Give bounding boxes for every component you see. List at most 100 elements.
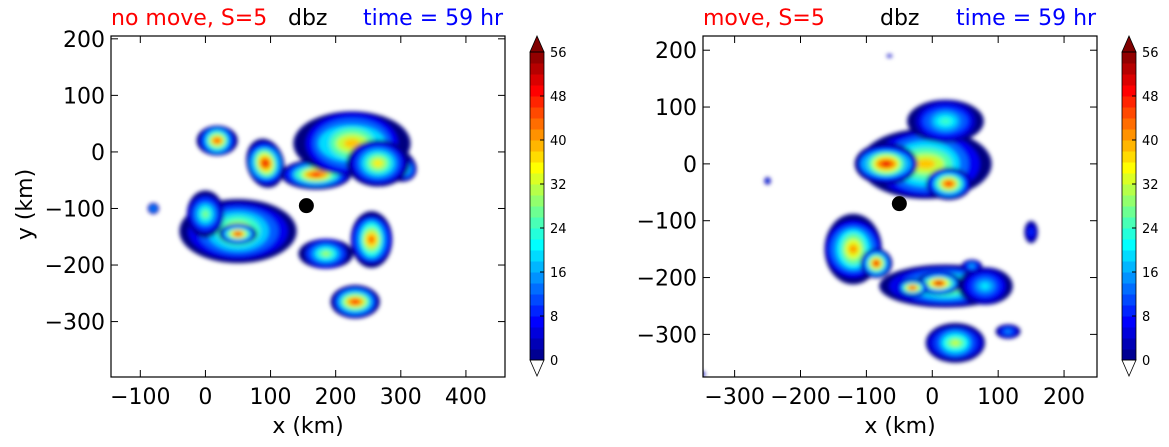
colorbar-segment (530, 228, 544, 240)
colorbar-segment (1122, 74, 1136, 86)
x-tick-label: 200 (1043, 385, 1085, 410)
x-tick-label: −300 (704, 385, 764, 410)
dbz-field (147, 111, 417, 319)
colorbar-segment (530, 96, 544, 108)
x-tick-label: 200 (315, 385, 357, 410)
colorbar-tick-label: 32 (1142, 178, 1159, 193)
storm-cell (703, 371, 706, 377)
colorbar-frame (529, 51, 545, 361)
colorbar-segment (1122, 162, 1136, 174)
x-tick-label: 100 (977, 385, 1019, 410)
storm-cell (298, 238, 354, 269)
colorbar-segment (530, 327, 544, 339)
y-tick-label: 100 (655, 96, 697, 121)
storm-cell (147, 203, 159, 214)
y-tick-label: −100 (45, 197, 105, 222)
axes-frame (702, 35, 1098, 378)
x-tick-label: −200 (770, 385, 830, 410)
colorbar-tick-label: 56 (1142, 46, 1159, 61)
storm-cell (926, 167, 972, 200)
colorbar-tick-label: 0 (550, 354, 558, 369)
colorbar-segment (1122, 349, 1136, 361)
colorbar-segment (1122, 140, 1136, 152)
colorbar-tick-label: 32 (550, 178, 567, 193)
colorbar-tick-label: 8 (1142, 310, 1150, 325)
panel1-title-left: no move, S=5 (111, 6, 268, 31)
colorbar-segment (530, 140, 544, 152)
x-tick-label: 0 (925, 385, 939, 410)
colorbar-extend-max (529, 35, 545, 53)
colorbar-tick-label: 0 (1142, 354, 1150, 369)
colorbar-segment (1122, 327, 1136, 339)
storm-cell (764, 177, 771, 185)
colorbar-segment (1122, 52, 1136, 64)
colorbar-segment (1122, 85, 1136, 97)
colorbar-segment (530, 305, 544, 317)
colorbar-tick-label: 48 (550, 90, 567, 105)
axes-frame (110, 35, 506, 378)
storm-cell (860, 248, 893, 279)
storm-cell (907, 99, 984, 143)
colorbar-extend-min (1121, 359, 1137, 377)
colorbar-segment (530, 118, 544, 130)
colorbar-segment (530, 261, 544, 273)
colorbar-segment (530, 294, 544, 306)
y-tick-label: 100 (63, 84, 105, 109)
colorbar-tick-label: 8 (550, 310, 558, 325)
y-tick-label: −200 (637, 267, 697, 292)
colorbar-segment (530, 272, 544, 284)
colorbar-tick-label: 24 (1142, 222, 1159, 237)
colorbar-segment (530, 74, 544, 86)
colorbar-segment (1122, 272, 1136, 284)
colorbar-segment (1122, 107, 1136, 119)
colorbar-tick-label: 56 (550, 46, 567, 61)
x-tick-label: 300 (380, 385, 422, 410)
panel-2: −300 −200 −100 0 100 2002001000−100−200−300x … (637, 35, 1159, 439)
storm-cell (330, 285, 380, 319)
colorbar-segment (530, 283, 544, 295)
x-tick-label: −100 (110, 385, 170, 410)
x-tick-label: −100 (836, 385, 896, 410)
colorbar-segment (530, 63, 544, 75)
panel2-title-right: time = 59 hr (956, 6, 1097, 31)
colorbar-segment (530, 151, 544, 163)
storm-cell (186, 190, 225, 238)
colorbar-extend-max (1121, 35, 1137, 53)
y-axis-label: y (km) (13, 169, 38, 240)
colorbar-tick-label: 24 (550, 222, 567, 237)
storm-cell (957, 267, 1013, 305)
colorbar-segment (1122, 173, 1136, 185)
colorbar-segment (1122, 118, 1136, 130)
y-tick-label: −200 (45, 254, 105, 279)
colorbar-segment (530, 195, 544, 207)
colorbar-segment (530, 85, 544, 97)
colorbar-segment (530, 239, 544, 251)
y-tick-label: 200 (655, 39, 697, 64)
panel2-title-left: move, S=5 (703, 6, 825, 31)
colorbar-segment (1122, 283, 1136, 295)
colorbar-segment (530, 173, 544, 185)
colorbar: 0 8 16 24 32 40 48 56 (529, 35, 567, 377)
y-tick-label: 0 (91, 141, 105, 166)
colorbar-segment (1122, 151, 1136, 163)
colorbar-segment (1122, 316, 1136, 328)
colorbar: 0 8 16 24 32 40 48 56 (1121, 35, 1159, 377)
colorbar-segment (530, 217, 544, 229)
colorbar-segment (1122, 250, 1136, 262)
storm-cell (961, 259, 983, 273)
storm-cell (350, 211, 393, 268)
colorbar-segment (1122, 239, 1136, 251)
colorbar-segment (530, 129, 544, 141)
colorbar-segment (530, 52, 544, 64)
colorbar-segment (1122, 228, 1136, 240)
colorbar-segment (1122, 96, 1136, 108)
colorbar-segment (530, 316, 544, 328)
x-tick-label: 100 (250, 385, 292, 410)
storm-cell (346, 139, 410, 187)
colorbar-segment (1122, 338, 1136, 350)
storm-cell (896, 278, 929, 297)
y-tick-label: −300 (637, 323, 697, 348)
center-marker (298, 198, 314, 214)
colorbar-tick-label: 16 (550, 266, 567, 281)
storm-cell (995, 324, 1021, 339)
